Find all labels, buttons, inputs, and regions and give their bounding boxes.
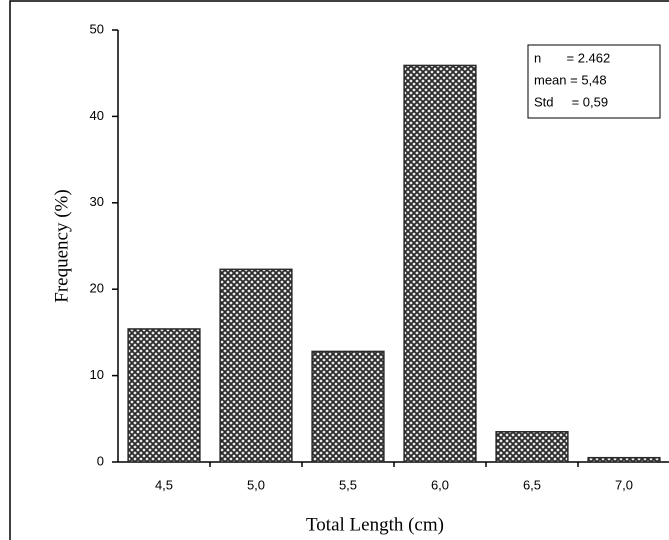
- y-tick-label: 0: [97, 453, 104, 468]
- y-tick-label: 20: [90, 281, 104, 296]
- x-tick-label: 6,0: [431, 477, 449, 492]
- x-tick-label: 6,5: [523, 477, 541, 492]
- bar: [127, 328, 201, 463]
- stats-line: n = 2.462: [534, 50, 610, 65]
- y-tick-label: 40: [90, 108, 104, 123]
- x-tick-label: 7,0: [615, 477, 633, 492]
- stats-line: mean = 5,48: [534, 72, 607, 87]
- bar: [403, 64, 477, 463]
- bar: [311, 350, 385, 463]
- stats-line: Std = 0,59: [534, 94, 608, 109]
- bar: [219, 268, 293, 463]
- chart-border: [9, 0, 669, 540]
- x-tick-label: 4,5: [155, 477, 173, 492]
- y-tick-label: 10: [90, 367, 104, 382]
- stats-box: [527, 44, 661, 119]
- y-axis-label: Frequency (%): [51, 189, 72, 302]
- y-tick-label: 30: [90, 194, 104, 209]
- x-tick-label: 5,5: [339, 477, 357, 492]
- bar: [495, 431, 569, 463]
- y-tick-label: 50: [90, 21, 104, 36]
- x-axis-label: Total Length (cm): [306, 514, 444, 535]
- x-tick-label: 5,0: [247, 477, 265, 492]
- bar: [587, 456, 661, 463]
